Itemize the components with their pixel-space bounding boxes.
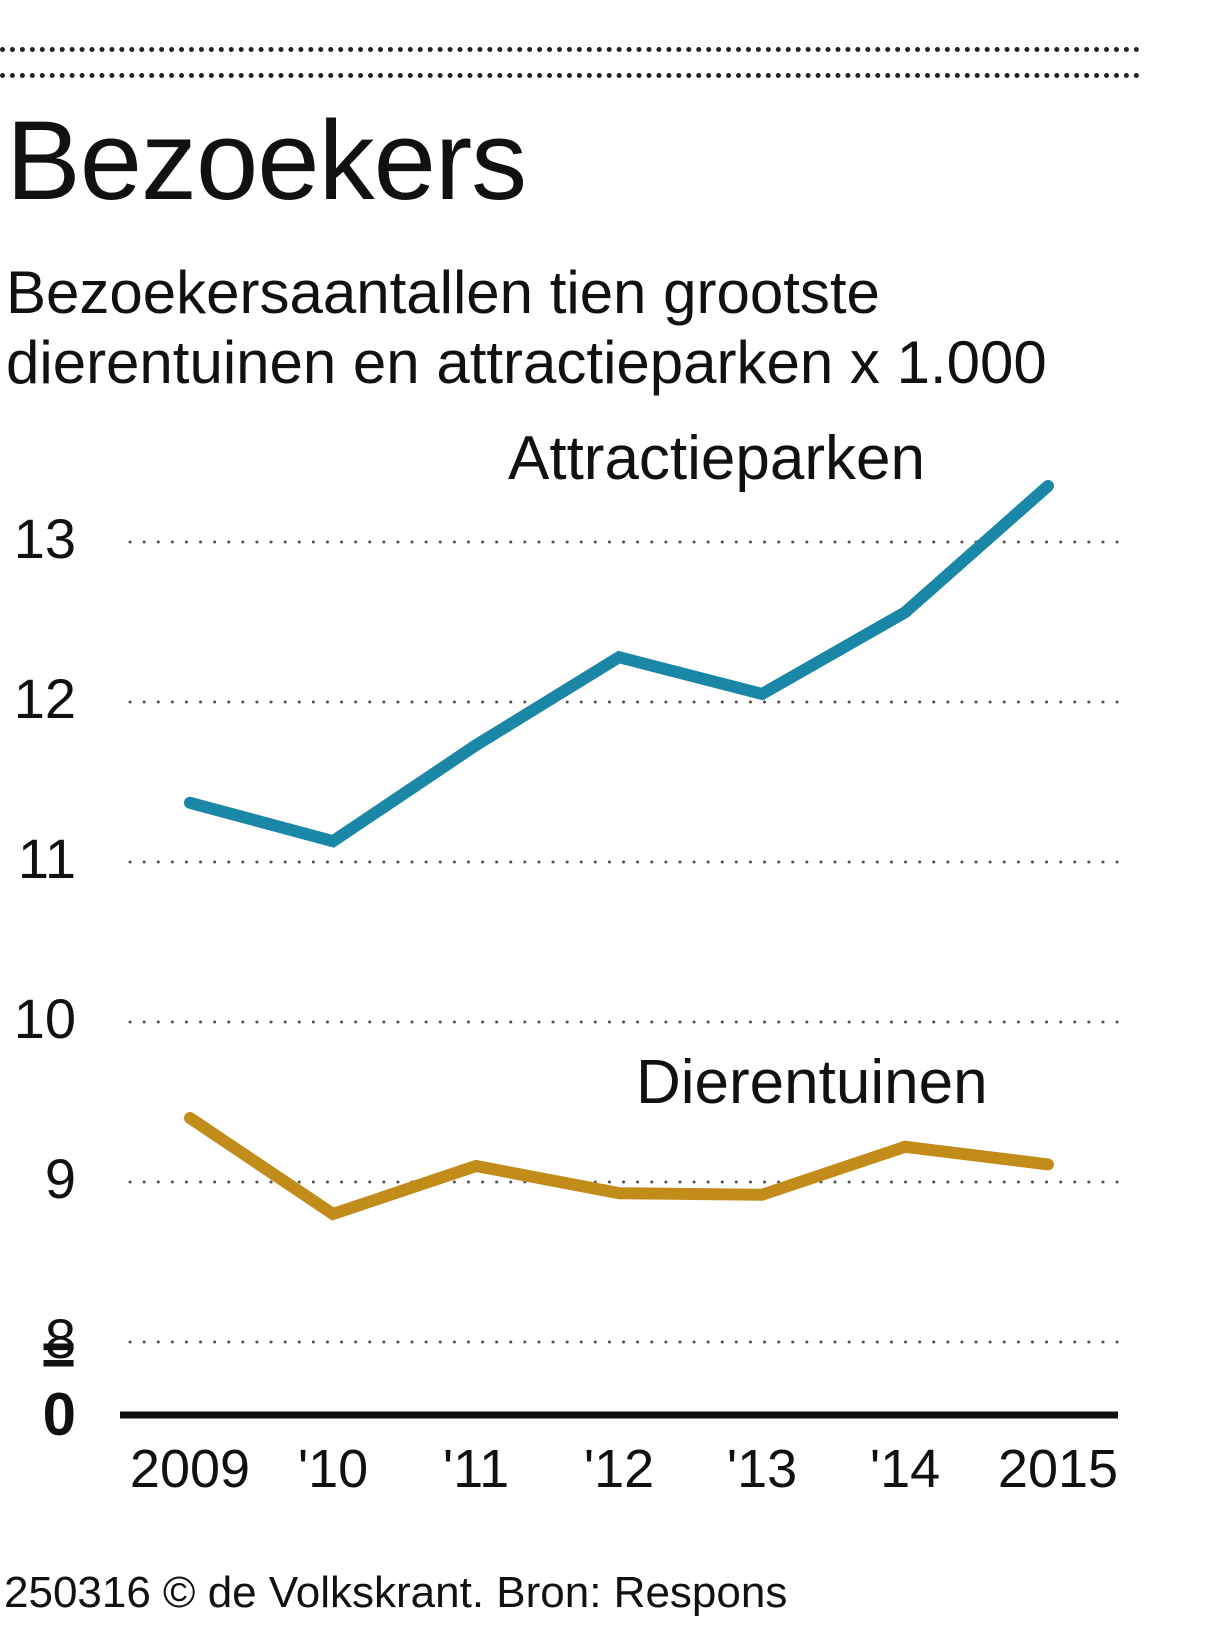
x-tick-label-2: '11 [443, 1439, 509, 1499]
series-line-attractieparken [184, 480, 1054, 848]
top-rule-lower [0, 73, 1140, 78]
series-label-dierentuinen: Dierentuinen [636, 1048, 988, 1117]
x-tick-label-6: 2015 [998, 1439, 1118, 1499]
y-tick-label-zero: 0 [43, 1381, 76, 1448]
y-tick-label-12: 12 [14, 667, 76, 730]
source-credit: 250316 © de Volkskrant. Bron: Respons [4, 1568, 788, 1617]
y-tick-label-13: 13 [14, 507, 76, 570]
y-tick-label-8: 8 [45, 1307, 76, 1370]
x-tick-label-5: '14 [870, 1439, 940, 1499]
x-tick-label-1: '10 [298, 1439, 368, 1499]
series-label-attractieparken: Attractieparken [508, 424, 925, 493]
data-point-attractieparken-2 [475, 744, 477, 747]
line-chart: 13 12 11 10 9 8 = 0 2009 '10 '11 '12 '13 '14 2015 A… [14, 424, 1122, 1499]
x-tick-label-4: '13 [727, 1439, 797, 1499]
series-lines [184, 480, 1054, 1221]
x-tick-label-3: '12 [584, 1439, 654, 1499]
y-tick-label-9: 9 [45, 1147, 76, 1210]
x-axis-ticks: 2009 '10 '11 '12 '13 '14 2015 [130, 1439, 1118, 1499]
y-axis-break-symbol: = [41, 1321, 76, 1388]
top-rule-upper [0, 47, 1140, 52]
data-point-attractieparken-6 [1047, 485, 1049, 487]
series-line-dierentuinen [184, 1112, 1054, 1221]
y-tick-label-10: 10 [14, 987, 76, 1050]
y-axis-ticks: 13 12 11 10 9 8 [14, 507, 76, 1370]
data-point-attractieparken-1 [332, 840, 334, 843]
chart-subtitle: Bezoekersaantallen tien grootste dierentu… [6, 258, 1196, 398]
data-point-dierentuinen-1 [332, 1213, 334, 1215]
chart-title: Bezoekers [6, 98, 527, 223]
data-point-attractieparken-0 [189, 801, 191, 804]
data-point-dierentuinen-5 [904, 1145, 906, 1148]
subtitle-line-1: Bezoekersaantallen tien grootste [6, 259, 880, 326]
x-tick-label-0: 2009 [130, 1439, 250, 1499]
data-point-dierentuinen-2 [475, 1165, 477, 1167]
data-point-attractieparken-5 [904, 611, 906, 614]
subtitle-line-2: dierentuinen en attractieparken x 1.000 [6, 329, 1047, 396]
data-point-attractieparken-4 [761, 693, 763, 695]
data-point-dierentuinen-0 [189, 1117, 191, 1119]
data-point-dierentuinen-3 [618, 1192, 620, 1195]
y-tick-label-11: 11 [18, 827, 76, 890]
data-point-attractieparken-3 [618, 656, 620, 659]
data-point-dierentuinen-4 [761, 1193, 763, 1196]
data-point-dierentuinen-6 [1047, 1163, 1049, 1166]
gridlines [128, 540, 1122, 1344]
